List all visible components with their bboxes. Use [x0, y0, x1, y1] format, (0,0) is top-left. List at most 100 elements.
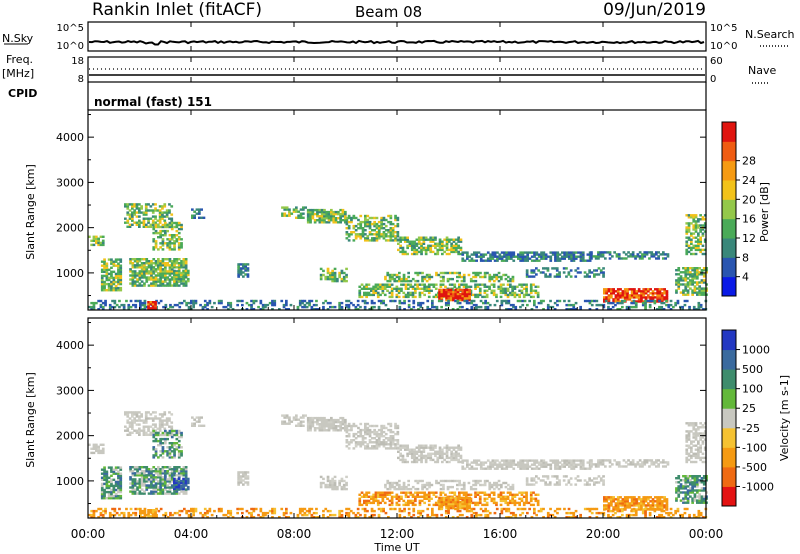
velocity-echo-cell	[147, 470, 151, 473]
power-echo-cell	[519, 253, 522, 256]
power-echo-cell	[103, 274, 106, 278]
velocity-echo-cell	[327, 418, 331, 422]
velocity-echo-cell	[382, 430, 386, 434]
power-echo-cell	[636, 255, 640, 258]
power-echo-cell	[140, 266, 144, 269]
power-echo-cell	[456, 279, 459, 283]
power-echo-cell	[457, 252, 460, 256]
power-echo-cell	[368, 222, 372, 226]
velocity-echo-cell	[537, 467, 541, 470]
power-echo-cell	[372, 293, 375, 297]
power-echo-cell	[110, 274, 113, 278]
power-echo-cell	[140, 205, 143, 208]
velocity-echo-cell	[143, 478, 146, 481]
power-echo-cell	[152, 238, 156, 241]
power-echo-cell	[144, 217, 148, 220]
velocity-echo-cell	[425, 487, 429, 491]
velocity-echo-cell	[590, 465, 593, 468]
power-echo-cell	[511, 289, 514, 292]
power-echo-cell	[105, 270, 109, 273]
velocity-echo-cell	[101, 443, 105, 446]
velocity-echo-cell	[387, 437, 390, 440]
power-echo-cell	[187, 301, 191, 305]
velocity-echo-cell	[170, 425, 174, 428]
velocity-echo-cell	[175, 431, 179, 435]
velocity-echo-cell	[344, 423, 347, 426]
power-echo-cell	[374, 291, 378, 295]
velocity-echo-cell	[135, 429, 139, 432]
power-echo-cell	[687, 222, 691, 225]
velocity-echo-cell	[161, 442, 165, 445]
power-echo-cell	[342, 275, 346, 279]
power-echo-cell	[173, 225, 176, 229]
velocity-echo-cell	[140, 429, 143, 432]
velocity-echo-cell	[145, 478, 149, 481]
power-echo-cell	[649, 298, 652, 301]
nsearch-label: N.Search	[745, 28, 795, 41]
velocity-echo-cell	[533, 459, 536, 462]
velocity-echo-cell	[173, 433, 176, 437]
velocity-echo-cell	[119, 468, 123, 471]
velocity-echo-cell	[157, 486, 160, 489]
power-echo-cell	[133, 274, 137, 277]
velocity-echo-cell	[129, 478, 132, 481]
velocity-echo-cell	[599, 461, 603, 464]
velocity-echo-cell	[119, 478, 123, 481]
power-echo-cell	[521, 259, 525, 262]
velocity-echo-cell	[652, 461, 656, 464]
velocity-echo-cell	[416, 487, 420, 491]
power-echo-cell	[354, 235, 358, 238]
power-echo-cell	[401, 250, 405, 254]
velocity-echo-cell	[391, 435, 395, 438]
power-echo-cell	[391, 299, 395, 303]
power-echo-cell	[119, 258, 123, 261]
velocity-echo-cell	[136, 480, 139, 483]
power-echo-cell	[397, 289, 401, 292]
power-echo-cell	[333, 267, 337, 271]
velocity-echo-cell	[157, 456, 160, 459]
power-echo-cell	[468, 255, 471, 258]
power-echo-cell	[436, 242, 440, 245]
power-echo-cell	[628, 288, 632, 291]
power-echo-cell	[675, 269, 678, 272]
velocity-echo-cell	[439, 483, 443, 487]
power-echo-cell	[182, 274, 186, 277]
velocity-echo-cell	[544, 465, 548, 468]
velocity-echo-cell	[361, 435, 365, 438]
velocity-echo-cell	[342, 485, 346, 489]
power-echo-cell	[391, 235, 395, 238]
velocity-echo-cell	[363, 493, 366, 496]
power-echo-cell	[117, 276, 120, 280]
velocity-echo-cell	[435, 479, 438, 483]
power-echo-cell	[131, 223, 134, 226]
velocity-echo-cell	[347, 447, 351, 450]
power-echo-cell	[359, 233, 363, 236]
power-echo-cell	[691, 281, 694, 284]
power-echo-cell	[516, 299, 520, 303]
power-echo-cell	[619, 288, 622, 291]
velocity-echo-cell	[595, 477, 598, 480]
velocity-echo-cell	[479, 465, 483, 468]
power-echo-cell	[462, 277, 466, 281]
velocity-echo-cell	[164, 484, 167, 487]
velocity-echo-cell	[537, 463, 541, 466]
power-echo-cell	[145, 268, 149, 271]
power-echo-cell	[476, 295, 480, 299]
velocity-echo-cell	[473, 461, 476, 464]
power-echo-cell	[448, 283, 452, 286]
velocity-echo-cell	[361, 441, 365, 444]
power-echo-cell	[500, 303, 504, 307]
power-echo-cell	[368, 233, 372, 236]
power-echo-cell	[658, 298, 662, 301]
velocity-echo-cell	[504, 501, 508, 505]
velocity-echo-cell	[341, 427, 345, 430]
power-echo-cell	[425, 287, 429, 290]
velocity-echo-cell	[180, 470, 183, 473]
power-echo-cell	[184, 273, 188, 277]
velocity-echo-cell	[424, 444, 428, 447]
velocity-echo-cell	[380, 443, 383, 446]
power-echo-cell	[677, 277, 681, 280]
power-echo-cell	[165, 213, 169, 216]
velocity-echo-cell	[320, 418, 324, 422]
velocity-echo-cell	[136, 474, 139, 477]
